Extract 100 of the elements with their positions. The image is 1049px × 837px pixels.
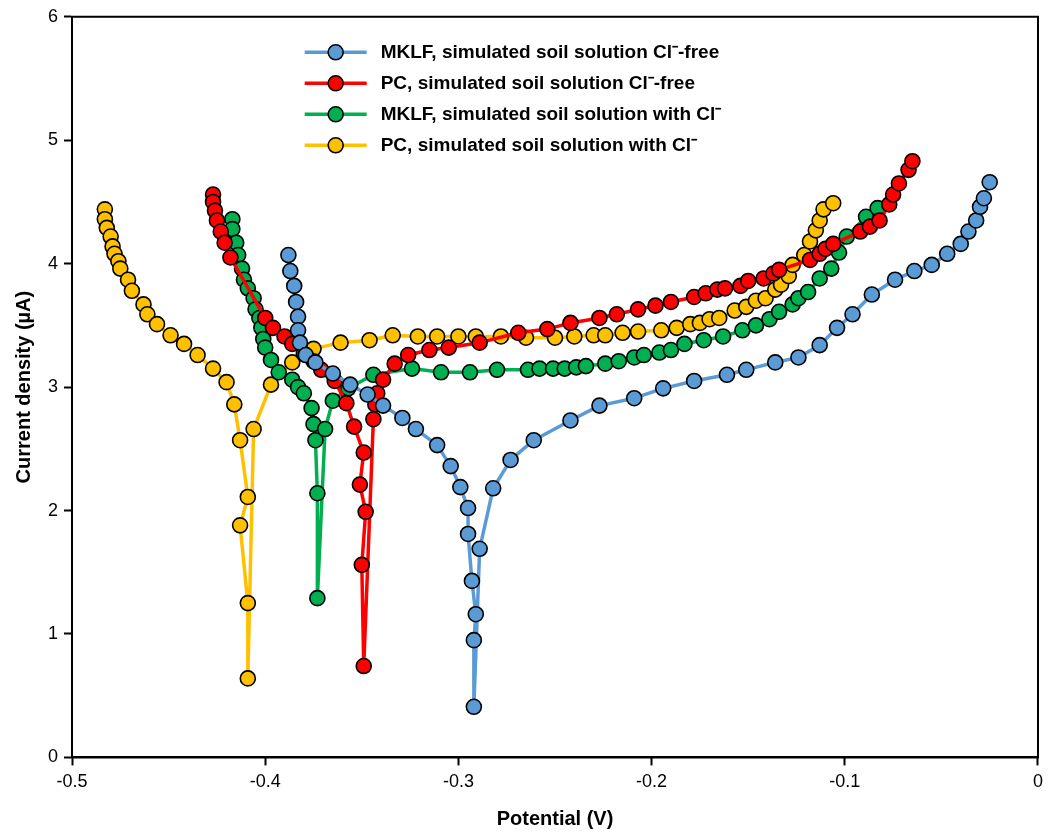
x-tick-label: -0.2	[636, 771, 668, 792]
point	[324, 392, 342, 409]
point	[484, 480, 502, 497]
x-tick-label: -0.5	[56, 771, 88, 792]
point	[399, 346, 417, 364]
point	[407, 420, 425, 438]
point	[863, 286, 881, 303]
point	[270, 363, 288, 381]
point	[282, 262, 299, 280]
point	[374, 371, 392, 388]
point	[811, 270, 828, 287]
point	[355, 444, 373, 461]
point	[596, 355, 614, 372]
point	[525, 431, 543, 449]
point	[461, 363, 479, 381]
point	[256, 339, 274, 356]
point	[262, 351, 280, 369]
point	[562, 314, 579, 332]
point	[629, 301, 647, 318]
point	[716, 280, 734, 297]
point	[465, 631, 483, 649]
point	[345, 418, 363, 435]
point	[975, 189, 993, 207]
point	[647, 297, 664, 314]
point	[359, 386, 376, 403]
point	[871, 212, 888, 229]
point	[799, 283, 817, 301]
point	[886, 271, 904, 289]
point	[291, 334, 309, 351]
point	[747, 317, 765, 334]
point	[906, 262, 923, 280]
point	[465, 698, 483, 716]
point	[421, 341, 438, 359]
point	[923, 256, 941, 274]
point	[635, 346, 653, 364]
point	[341, 376, 359, 393]
point	[844, 305, 861, 323]
legend-label: PC, simulated soil solution with Cl⁻	[380, 133, 699, 155]
x-axis-title: Potential (V)	[496, 806, 614, 829]
point	[967, 212, 985, 229]
point	[403, 360, 421, 377]
x-tick-label: -0.3	[442, 771, 474, 792]
x-tick-label: -0.4	[249, 771, 281, 792]
point	[960, 223, 977, 240]
point	[770, 303, 788, 321]
point	[440, 339, 458, 356]
legend-label: MKLF, simulated soil solution Cl⁻-free	[380, 40, 720, 62]
point	[459, 525, 477, 543]
point	[608, 305, 626, 323]
point	[770, 261, 788, 279]
point	[471, 540, 488, 558]
point	[357, 503, 374, 521]
point	[676, 335, 693, 353]
point	[591, 309, 608, 327]
point	[471, 334, 488, 351]
point	[216, 234, 233, 251]
point	[509, 324, 527, 342]
point	[353, 556, 371, 574]
point	[280, 246, 297, 264]
point	[828, 319, 846, 337]
x-tick-label: 0	[1032, 771, 1043, 792]
point	[459, 499, 477, 517]
point	[538, 320, 556, 338]
point	[685, 372, 703, 390]
y-tick-label: 2	[48, 499, 59, 520]
point	[610, 352, 628, 370]
point	[502, 451, 519, 469]
y-tick-label: 0	[48, 746, 59, 767]
point	[287, 293, 305, 311]
y-axis-title: Current density (µA)	[11, 290, 34, 484]
point	[324, 365, 342, 382]
legend-label: MKLF, simulated soil solution with Cl⁻	[380, 102, 723, 124]
y-tick-label: 6	[48, 5, 59, 26]
point	[295, 384, 313, 402]
point	[695, 331, 713, 349]
point	[222, 249, 239, 266]
point	[432, 363, 450, 381]
y-tick-label: 4	[48, 252, 59, 273]
point	[442, 457, 459, 475]
legend-label: PC, simulated soil solution Cl⁻-free	[380, 71, 695, 93]
point	[264, 319, 282, 337]
point	[952, 235, 970, 253]
point	[309, 589, 326, 607]
point	[303, 399, 320, 417]
point	[938, 245, 956, 263]
point	[386, 355, 403, 372]
point	[577, 357, 595, 375]
point	[307, 431, 324, 449]
point	[591, 397, 608, 414]
point	[351, 476, 369, 493]
x-tick-label: -0.1	[829, 771, 861, 792]
point	[285, 277, 303, 295]
point	[562, 412, 579, 429]
point	[739, 272, 757, 290]
point	[531, 360, 548, 377]
point	[374, 397, 392, 414]
y-tick-label: 5	[48, 129, 59, 150]
point	[904, 152, 921, 170]
point	[662, 341, 680, 359]
point	[452, 478, 469, 496]
